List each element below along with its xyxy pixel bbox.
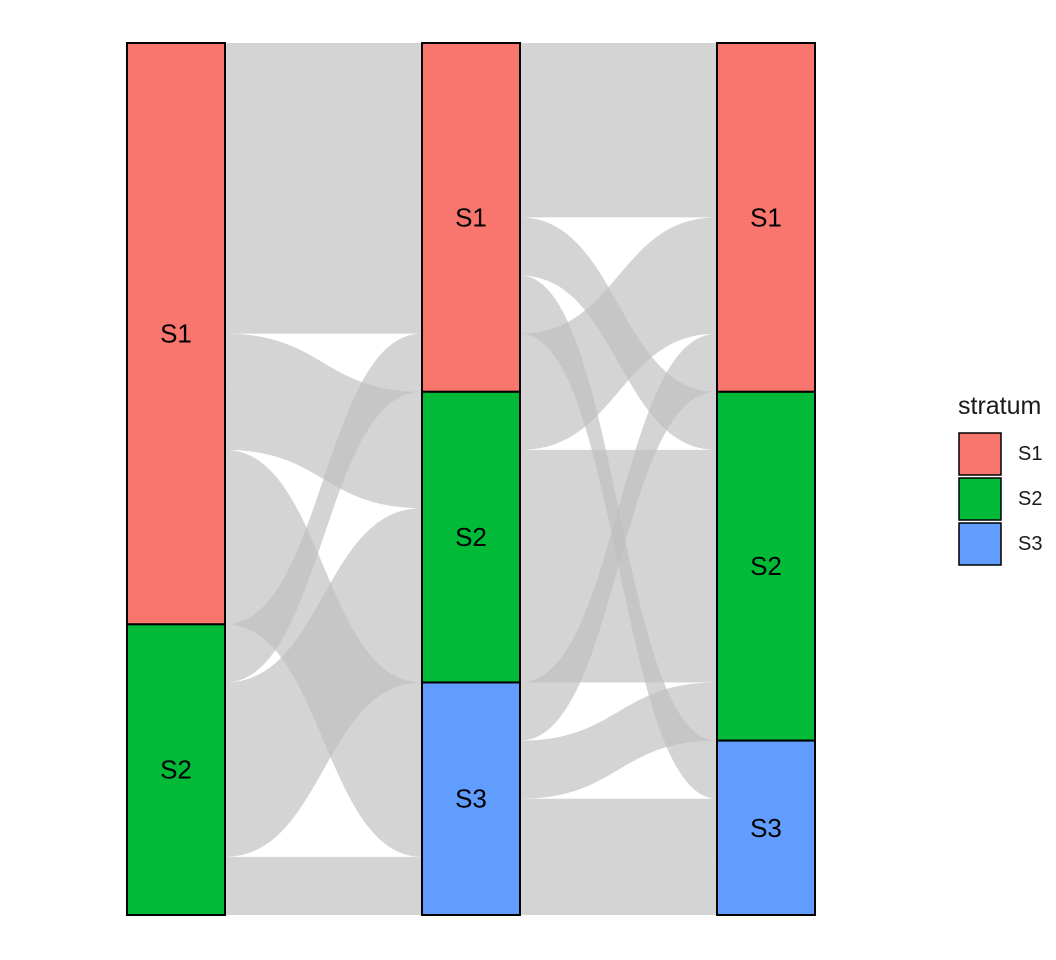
flow-0-axis2-to-axis3 xyxy=(520,43,717,218)
flow-3-axis2-to-axis3 xyxy=(520,449,717,509)
stratum-s2-axis1 xyxy=(126,623,226,916)
legend-label-s1: S1 xyxy=(1018,443,1042,465)
stratum-s1-axis2 xyxy=(421,42,521,393)
stratum-label-s1-axis3: S1 xyxy=(750,202,782,232)
flow-10-axis1-to-axis2 xyxy=(225,856,422,915)
flow-0-axis1-to-axis2 xyxy=(225,43,422,218)
flows-layer xyxy=(225,43,717,915)
flow-2-axis2-to-axis3 xyxy=(520,275,717,450)
stratum-s2-axis3 xyxy=(716,390,816,742)
stratum-s3-axis3 xyxy=(716,739,816,916)
legend: stratum S1 S2 S3 xyxy=(958,392,1042,566)
stratum-label-s2-axis3: S2 xyxy=(750,551,782,581)
flow-3-axis1-to-axis2 xyxy=(225,391,422,509)
legend-title: stratum xyxy=(958,392,1041,420)
flow-11-axis1-to-axis2 xyxy=(225,624,422,857)
legend-key-s1 xyxy=(958,432,1002,476)
flow-1-axis1-to-axis2 xyxy=(225,217,422,276)
legend-label-s2: S2 xyxy=(1018,488,1042,510)
stratum-label-s3-axis3: S3 xyxy=(750,813,782,843)
stratum-label-s3-axis2: S3 xyxy=(455,784,487,814)
flow-9-axis1-to-axis2 xyxy=(225,508,422,799)
stratum-label-s1-axis2: S1 xyxy=(455,202,487,232)
flow-8-axis2-to-axis3 xyxy=(520,217,717,392)
flow-6-axis2-to-axis3 xyxy=(520,798,717,857)
flow-7-axis1-to-axis2 xyxy=(225,275,422,334)
legend-items: S1 S2 S3 xyxy=(958,432,1042,566)
stratum-s3-axis2 xyxy=(421,681,521,917)
legend-key-s3 xyxy=(958,522,1002,566)
legend-key-s2 xyxy=(958,477,1002,521)
stratum-label-s2-axis1: S2 xyxy=(160,755,192,785)
stratum-label-s2-axis2: S2 xyxy=(455,522,487,552)
strata-layer: S1 S2 S1 S2 S3 S1 S2 S3 xyxy=(126,42,816,917)
stratum-label-s1-axis1: S1 xyxy=(160,319,192,349)
flow-9-axis2-to-axis3 xyxy=(520,508,717,625)
flow-8-axis1-to-axis2 xyxy=(225,333,422,683)
flow-10-axis2-to-axis3 xyxy=(520,856,717,915)
flow-11-axis2-to-axis3 xyxy=(520,624,717,683)
legend-label-s3: S3 xyxy=(1018,533,1042,555)
stratum-s2-axis2 xyxy=(421,390,521,684)
